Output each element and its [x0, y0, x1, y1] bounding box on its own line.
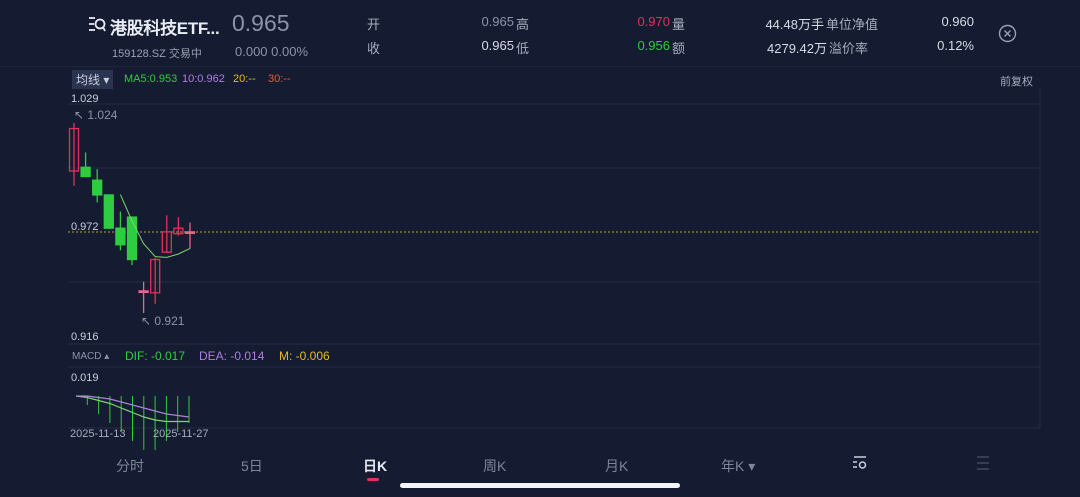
amount-label: 额 — [672, 41, 686, 56]
high-marker: ↖ 1.024 — [74, 108, 118, 122]
macd-top-label: 0.019 — [71, 372, 99, 384]
tab-yearly-k[interactable]: 年K ▾ — [721, 458, 756, 474]
tab-daily-k[interactable]: 日K — [363, 458, 388, 474]
ma30-value: 30:-- — [268, 73, 291, 85]
open-value: 0.965 — [481, 14, 514, 29]
candle-body — [173, 227, 184, 235]
close-label: 收 — [367, 41, 381, 56]
tab-monthly-k[interactable]: 月K — [605, 458, 629, 474]
candle-body — [184, 231, 196, 235]
stock-name: 港股科技ETF... — [110, 19, 220, 38]
macd-dea: DEA: -0.014 — [199, 349, 265, 363]
home-indicator[interactable] — [400, 483, 680, 488]
y-label-bottom: 0.916 — [71, 331, 99, 343]
adjust-toggle[interactable]: 前复权 — [1000, 76, 1033, 88]
trade-status: 交易中 — [168, 48, 202, 60]
dif-line — [75, 395, 189, 423]
volume-value: 44.48万手 — [765, 17, 824, 32]
nav-value: 0.960 — [941, 14, 974, 29]
candle-body — [161, 231, 172, 253]
candle-body — [138, 290, 149, 294]
list-icon[interactable] — [975, 455, 991, 476]
y-label-mid: 0.972 — [71, 221, 99, 233]
low-label: 低 — [516, 41, 530, 56]
amount-value: 4279.42万 — [767, 41, 827, 56]
low-mark-value: 0.921 — [154, 314, 185, 328]
high-mark-value: 1.024 — [87, 108, 118, 122]
close-circle-icon[interactable] — [998, 24, 1017, 48]
candle-body — [92, 179, 103, 196]
ma20-value: 20:-- — [233, 73, 256, 85]
high-label: 高 — [516, 17, 530, 32]
low-marker: ↖ 0.921 — [141, 314, 185, 328]
candle-body — [150, 258, 161, 294]
open-label: 开 — [367, 17, 381, 32]
volume-label: 量 — [672, 17, 686, 32]
premium-label: 溢价率 — [829, 41, 869, 56]
macd-selector[interactable]: MACD ▴ — [72, 351, 110, 362]
search-list-icon[interactable] — [88, 15, 106, 33]
dea-line — [76, 395, 190, 418]
close-value: 0.965 — [481, 38, 514, 53]
candle-body — [115, 227, 126, 246]
ma5-line — [119, 194, 191, 258]
macd-dif: DIF: -0.017 — [125, 349, 186, 363]
ma10-value: 10:0.962 — [182, 73, 225, 85]
candle-body — [103, 194, 114, 229]
x-label-end: 2025-11-27 — [153, 428, 209, 440]
active-tab-indicator — [367, 478, 379, 481]
x-label-start: 2025-11-13 — [70, 428, 126, 440]
y-label-top: 1.029 — [71, 93, 99, 105]
code: 159128.SZ — [112, 48, 166, 60]
ma5-value: MA5:0.953 — [124, 73, 178, 85]
candle-body — [68, 127, 80, 172]
high-value: 0.970 — [637, 14, 670, 29]
tab-weekly-k[interactable]: 周K — [483, 458, 507, 474]
stock-code: 159128.SZ 交易中 — [112, 45, 202, 61]
chart-settings-icon[interactable] — [852, 455, 868, 476]
nav-label: 单位净值 — [826, 17, 879, 32]
low-value: 0.956 — [637, 38, 670, 53]
divider — [0, 66, 1080, 67]
current-price: 0.965 — [232, 10, 290, 36]
tab-5day[interactable]: 5日 — [241, 458, 263, 474]
macd-m: M: -0.006 — [279, 349, 330, 363]
premium-value: 0.12% — [937, 38, 974, 53]
tab-intraday[interactable]: 分时 — [116, 458, 144, 474]
ma-selector[interactable]: 均线 ▾ — [72, 70, 114, 89]
candle-body — [80, 166, 91, 178]
candle-body — [126, 216, 138, 261]
price-change: 0.000 0.00% — [235, 44, 309, 59]
